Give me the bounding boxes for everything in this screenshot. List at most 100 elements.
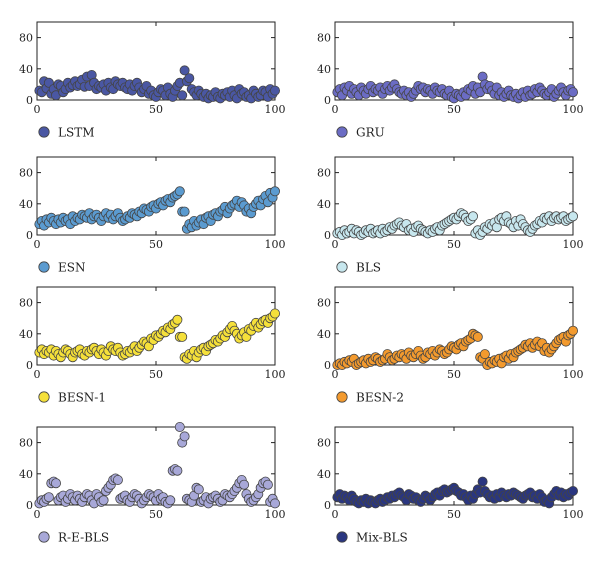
data-point — [172, 314, 183, 325]
y-tick-label: 40 — [19, 328, 33, 341]
legend-label: R-E-BLS — [58, 531, 109, 545]
data-point — [172, 465, 183, 476]
x-tick-label: 0 — [34, 368, 41, 381]
data-point — [174, 186, 185, 197]
y-tick-label: 40 — [317, 63, 331, 76]
data-point — [174, 421, 185, 432]
panel-besn-1: 0 40 80 0 50 100 BESN-1 — [19, 286, 286, 405]
y-tick-label: 40 — [19, 198, 33, 211]
legend-label: Mix-BLS — [356, 531, 408, 545]
data-point — [269, 85, 280, 96]
y-tick-label: 80 — [317, 167, 331, 180]
data-point — [269, 308, 280, 319]
data-point — [179, 65, 190, 76]
data-point — [568, 211, 579, 222]
y-tick-label: 80 — [19, 297, 33, 310]
legend-marker — [38, 126, 50, 138]
data-point — [179, 431, 190, 442]
legend-marker — [336, 261, 348, 273]
x-tick-label: 100 — [563, 368, 584, 381]
y-tick-label: 80 — [317, 32, 331, 45]
x-tick-label: 0 — [332, 368, 339, 381]
data-point — [165, 495, 176, 506]
legend-marker — [38, 261, 50, 273]
y-tick-label: 40 — [317, 328, 331, 341]
x-tick-label: 50 — [447, 103, 461, 116]
data-point — [269, 498, 280, 509]
x-tick-label: 50 — [149, 368, 163, 381]
data-point — [472, 331, 483, 342]
panel-besn-2: 0 40 80 0 50 100 BESN-2 — [317, 286, 584, 405]
data-point — [193, 484, 204, 495]
data-point — [467, 211, 478, 222]
y-tick-label: 80 — [19, 437, 33, 450]
y-tick-label: 40 — [317, 198, 331, 211]
legend-marker — [38, 391, 50, 403]
y-tick-label: 0 — [324, 94, 331, 107]
y-tick-label: 0 — [324, 229, 331, 242]
x-tick-label: 50 — [149, 508, 163, 521]
legend-marker — [38, 531, 50, 543]
panel-gru: 0 40 80 0 50 100 GRU — [317, 21, 584, 140]
x-tick-label: 0 — [332, 103, 339, 116]
y-tick-label: 80 — [317, 437, 331, 450]
data-point — [184, 73, 195, 84]
y-tick-label: 80 — [19, 167, 33, 180]
x-tick-label: 100 — [265, 508, 286, 521]
legend-label: ESN — [58, 261, 85, 275]
data-point — [479, 349, 490, 360]
y-tick-label: 0 — [26, 94, 33, 107]
x-tick-label: 0 — [332, 508, 339, 521]
y-tick-label: 0 — [324, 359, 331, 372]
panel-lstm: 0 40 80 0 50 100 LSTM — [19, 21, 286, 140]
legend-label: LSTM — [58, 126, 94, 140]
data-point — [51, 478, 62, 489]
x-tick-label: 50 — [447, 238, 461, 251]
data-point — [179, 206, 190, 217]
data-point — [43, 492, 54, 503]
data-point — [568, 87, 579, 98]
y-tick-label: 40 — [19, 468, 33, 481]
legend-marker — [336, 126, 348, 138]
data-point — [477, 476, 488, 487]
x-tick-label: 0 — [34, 103, 41, 116]
y-tick-label: 0 — [324, 499, 331, 512]
x-tick-label: 50 — [149, 103, 163, 116]
data-point — [177, 90, 188, 101]
legend-label: BESN-2 — [356, 391, 404, 405]
x-tick-label: 50 — [447, 368, 461, 381]
data-point — [568, 325, 579, 336]
y-tick-label: 80 — [317, 297, 331, 310]
legend-label: BESN-1 — [58, 391, 106, 405]
x-tick-label: 50 — [447, 508, 461, 521]
x-tick-label: 50 — [149, 238, 163, 251]
data-point — [98, 495, 109, 506]
data-point — [177, 331, 188, 342]
y-tick-label: 0 — [26, 499, 33, 512]
panel-bls: 0 40 80 0 50 100 BLS — [317, 156, 584, 275]
data-point — [262, 479, 273, 490]
data-point — [568, 485, 579, 496]
legend-marker — [336, 531, 348, 543]
x-tick-label: 100 — [265, 368, 286, 381]
y-tick-label: 80 — [19, 32, 33, 45]
x-tick-label: 100 — [563, 508, 584, 521]
data-point — [269, 186, 280, 197]
y-tick-label: 0 — [26, 229, 33, 242]
x-tick-label: 100 — [563, 238, 584, 251]
panel-r-e-bls: 0 40 80 0 50 100 R-E-BLS — [19, 421, 286, 545]
y-tick-label: 40 — [317, 468, 331, 481]
x-tick-label: 0 — [34, 238, 41, 251]
panel-esn: 0 40 80 0 50 100 ESN — [19, 156, 286, 275]
x-tick-label: 0 — [34, 508, 41, 521]
x-tick-label: 100 — [563, 103, 584, 116]
x-tick-label: 0 — [332, 238, 339, 251]
x-tick-label: 100 — [265, 238, 286, 251]
panel-mix-bls: 0 40 80 0 50 100 Mix-BLS — [317, 426, 584, 545]
legend-label: GRU — [356, 126, 385, 140]
y-tick-label: 0 — [26, 359, 33, 372]
x-tick-label: 100 — [265, 103, 286, 116]
data-point — [112, 474, 123, 485]
legend-marker — [336, 391, 348, 403]
